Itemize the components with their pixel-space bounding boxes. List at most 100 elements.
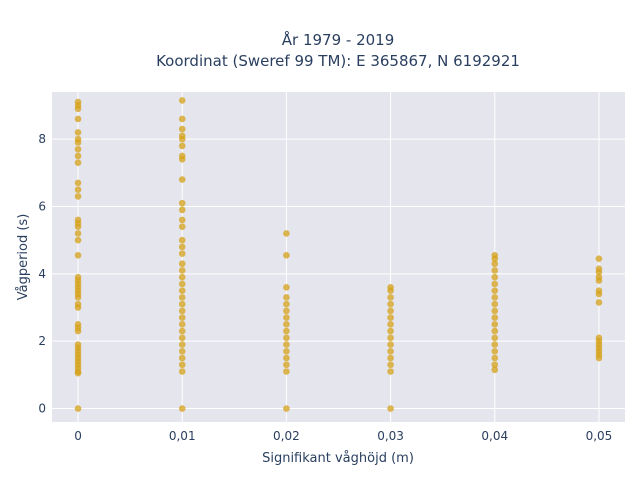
data-point xyxy=(283,368,290,375)
data-point xyxy=(283,252,290,259)
data-point xyxy=(491,307,499,315)
data-point xyxy=(283,405,290,412)
data-point xyxy=(74,98,82,106)
data-point xyxy=(491,252,499,259)
data-point xyxy=(74,193,82,200)
data-point xyxy=(178,287,186,294)
data-point xyxy=(178,236,186,244)
data-point xyxy=(595,265,603,273)
data-point xyxy=(178,294,186,301)
data-point xyxy=(387,341,394,348)
data-point xyxy=(387,294,394,301)
data-point xyxy=(74,159,82,167)
data-point xyxy=(283,347,290,355)
data-point xyxy=(74,135,82,143)
data-point xyxy=(491,341,499,348)
data-points xyxy=(74,97,603,412)
data-point xyxy=(491,347,499,355)
data-point xyxy=(387,361,394,369)
data-point xyxy=(387,405,394,412)
data-point xyxy=(283,307,290,315)
x-tick-label: 0,05 xyxy=(586,429,613,443)
data-point xyxy=(283,284,290,291)
data-point xyxy=(491,300,499,308)
data-point xyxy=(178,368,186,375)
data-point xyxy=(283,230,290,237)
data-point xyxy=(178,334,186,342)
data-point xyxy=(283,341,290,348)
data-point xyxy=(491,260,499,268)
data-point xyxy=(178,280,186,288)
data-point xyxy=(387,347,394,355)
y-tick-label: 8 xyxy=(38,132,46,146)
data-point xyxy=(178,125,186,133)
data-point xyxy=(74,145,82,153)
data-point xyxy=(283,314,290,321)
data-point xyxy=(178,97,186,104)
data-point xyxy=(491,267,499,274)
x-tick-label: 0,04 xyxy=(481,429,508,443)
data-point xyxy=(491,280,499,288)
data-point xyxy=(74,252,82,259)
data-point xyxy=(595,273,603,281)
data-point xyxy=(283,354,290,362)
data-point xyxy=(178,300,186,308)
y-tick-label: 0 xyxy=(38,402,46,416)
data-point xyxy=(178,260,186,268)
data-point xyxy=(178,115,186,123)
data-point xyxy=(595,255,603,262)
data-point xyxy=(178,327,186,335)
x-tick-label: 0,03 xyxy=(377,429,404,443)
data-point xyxy=(74,186,82,193)
data-point xyxy=(74,152,82,160)
data-point xyxy=(491,361,499,369)
y-axis-ticks: 0 2 4 6 8 xyxy=(38,132,46,415)
data-point xyxy=(178,243,186,251)
y-axis-title: Vågperiod (s) xyxy=(16,214,31,301)
x-tick-label: 0 xyxy=(74,429,82,443)
x-axis-title: Signifikant våghöjd (m) xyxy=(262,451,414,466)
data-point xyxy=(491,321,499,328)
data-point xyxy=(178,223,186,230)
data-point xyxy=(178,361,186,369)
data-point xyxy=(178,132,186,140)
data-point xyxy=(178,216,186,224)
data-point xyxy=(283,300,290,308)
data-point xyxy=(387,284,394,291)
data-point xyxy=(491,366,499,374)
data-point xyxy=(283,321,290,328)
data-point xyxy=(74,230,82,237)
data-point xyxy=(178,250,186,257)
data-point xyxy=(387,354,394,362)
data-point xyxy=(74,321,82,328)
data-point xyxy=(595,299,603,306)
data-point xyxy=(595,287,603,294)
data-point xyxy=(178,321,186,328)
data-point xyxy=(491,354,499,362)
data-point xyxy=(178,314,186,321)
data-point xyxy=(178,347,186,355)
data-point xyxy=(178,267,186,274)
chart-title-line-1: År 1979 - 2019 xyxy=(282,30,395,49)
plot-area xyxy=(52,92,625,422)
data-point xyxy=(178,206,186,214)
data-point xyxy=(387,307,394,315)
data-point xyxy=(491,334,499,342)
data-point xyxy=(283,327,290,335)
data-point xyxy=(178,273,186,281)
data-point xyxy=(178,199,186,207)
data-point xyxy=(178,341,186,348)
data-point xyxy=(178,354,186,362)
data-point xyxy=(74,300,82,308)
data-point xyxy=(387,314,394,321)
data-point xyxy=(74,236,82,244)
data-point xyxy=(387,368,394,375)
data-point xyxy=(74,341,82,348)
data-point xyxy=(491,273,499,281)
data-point xyxy=(178,142,186,150)
data-point xyxy=(491,314,499,321)
data-point xyxy=(387,321,394,328)
data-point xyxy=(178,405,186,412)
data-point xyxy=(283,294,290,301)
